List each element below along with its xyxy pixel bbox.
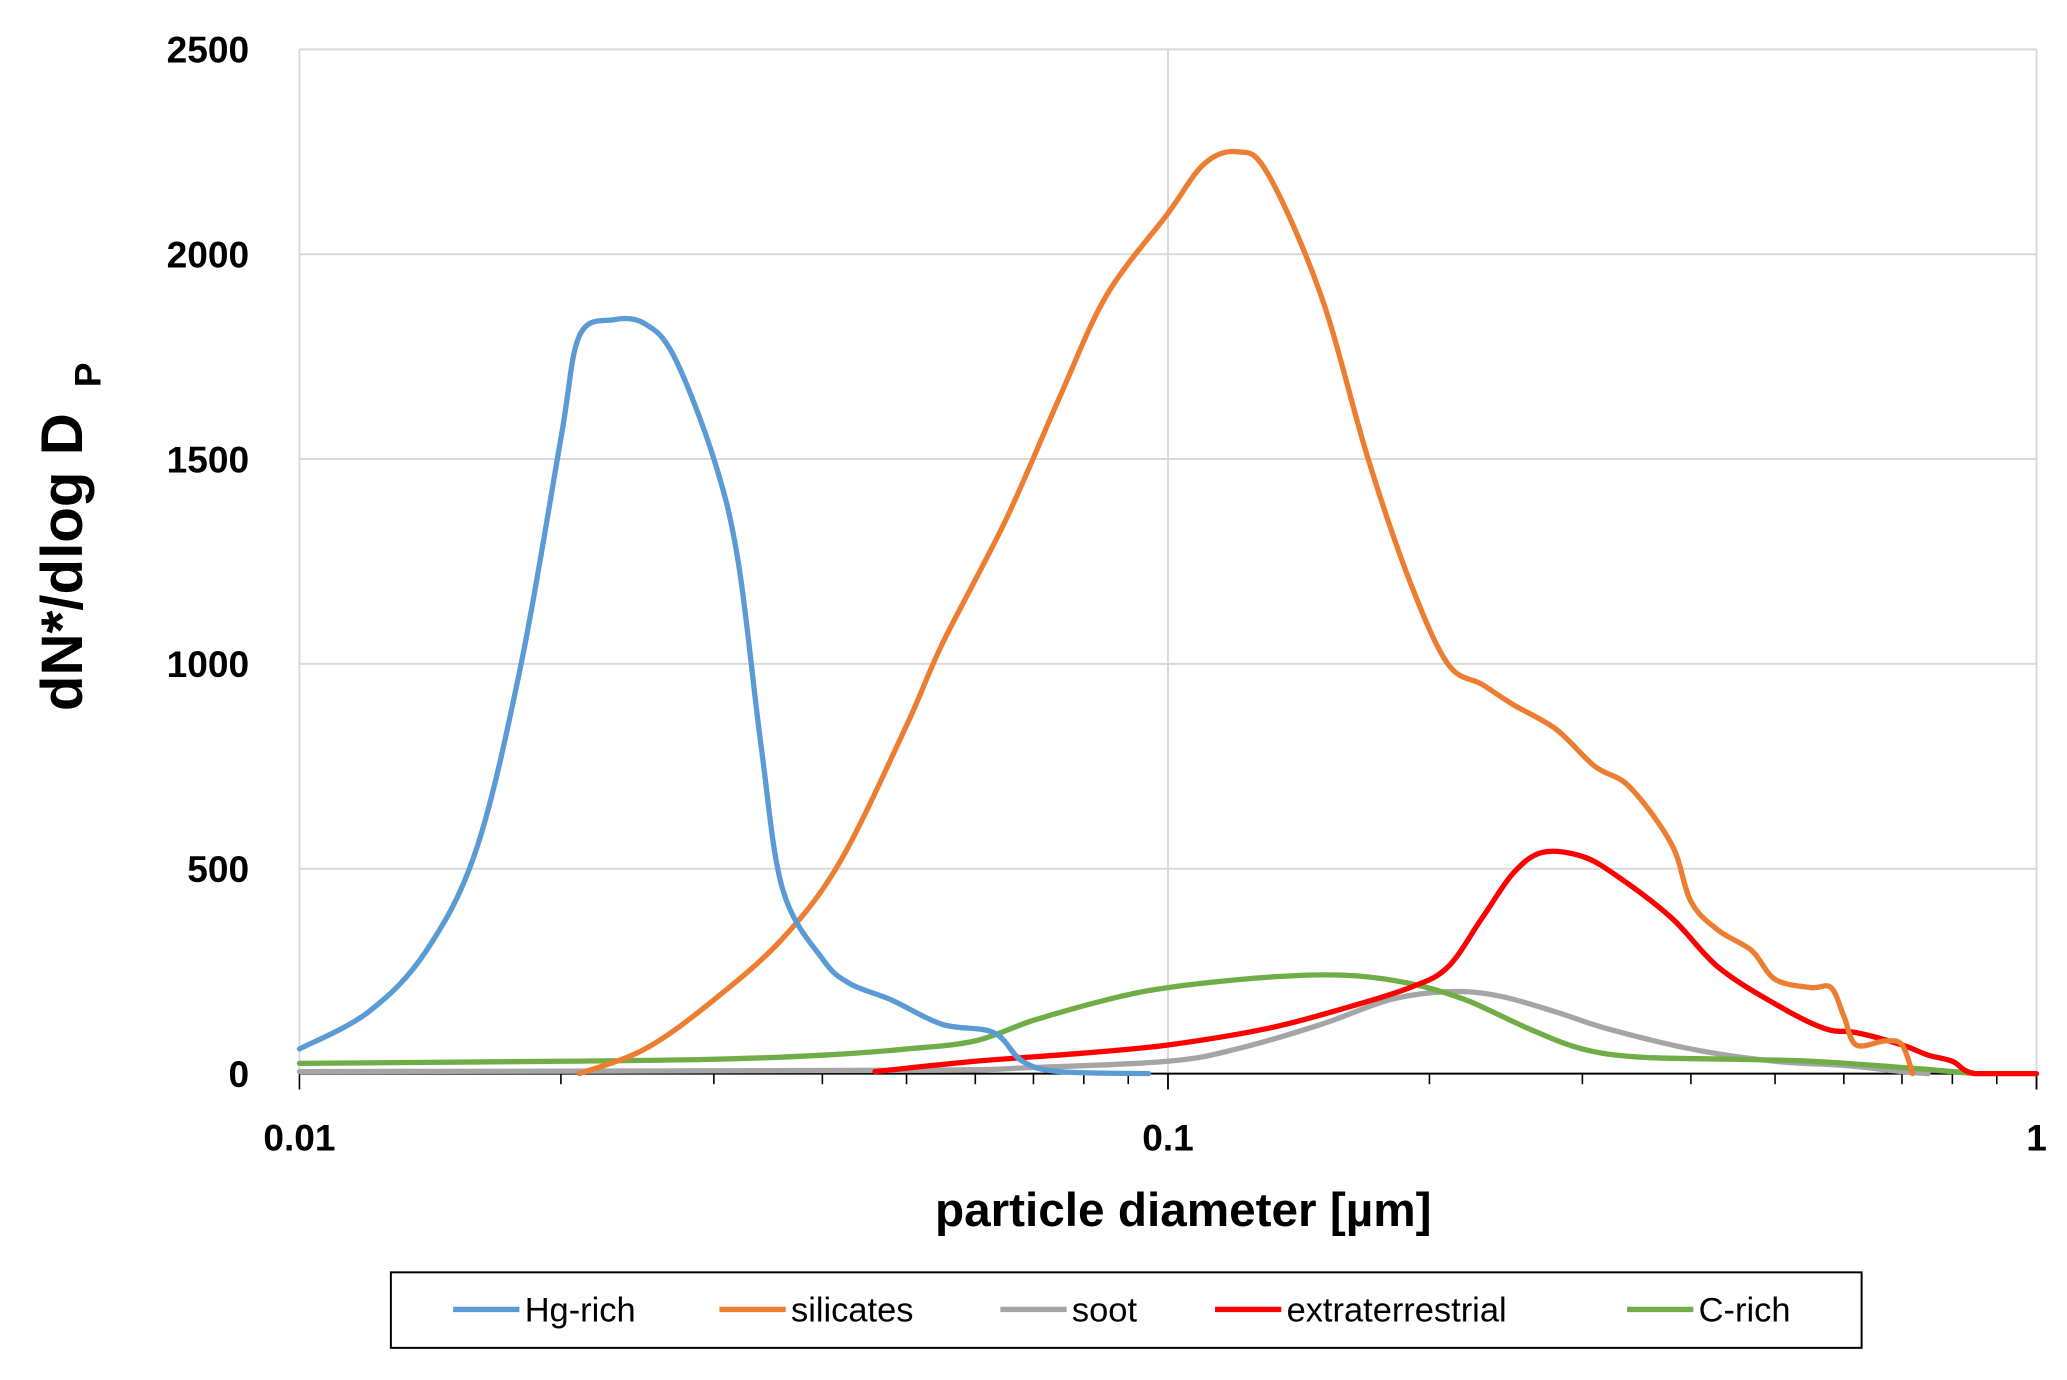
legend-box bbox=[389, 1271, 1863, 1349]
series-line-c-rich bbox=[296, 972, 1978, 1077]
series-line-hg-rich bbox=[296, 315, 1152, 1077]
legend-label: Hg-rich bbox=[525, 1291, 636, 1329]
legend-label: extraterrestrial bbox=[1287, 1291, 1507, 1329]
legend-label: C-rich bbox=[1699, 1291, 1791, 1329]
legend: Hg-rich silicates soot extraterrestrial C-ri… bbox=[453, 1291, 1790, 1329]
y-tick-label: 500 bbox=[187, 848, 249, 890]
y-axis-label: dN*/dlog D bbox=[30, 413, 95, 711]
y-tick-label: 1500 bbox=[167, 438, 250, 480]
series-lines bbox=[296, 148, 2040, 1077]
y-tick-label: 1000 bbox=[167, 643, 250, 685]
legend-label: soot bbox=[1072, 1291, 1138, 1329]
grid bbox=[298, 48, 2038, 1074]
x-tick-label: 1 bbox=[2026, 1116, 2047, 1158]
y-axis-label-subscript: P bbox=[67, 362, 109, 387]
y-tick-label: 2500 bbox=[167, 29, 250, 71]
series-line-extraterrestrial bbox=[872, 848, 2040, 1077]
series-line-silicates bbox=[576, 148, 1916, 1077]
x-axis-label: particle diameter [µm] bbox=[935, 1184, 1432, 1237]
x-tick-label: 0.1 bbox=[1142, 1116, 1194, 1158]
y-tick-label: 2000 bbox=[167, 233, 250, 275]
x-tick-label: 0.01 bbox=[263, 1116, 335, 1158]
legend-label: silicates bbox=[791, 1291, 913, 1329]
axes: 0 500 1000 1500 2000 2500 0.01 0.1 1 bbox=[167, 29, 2047, 1159]
y-tick-label: 0 bbox=[228, 1053, 249, 1095]
